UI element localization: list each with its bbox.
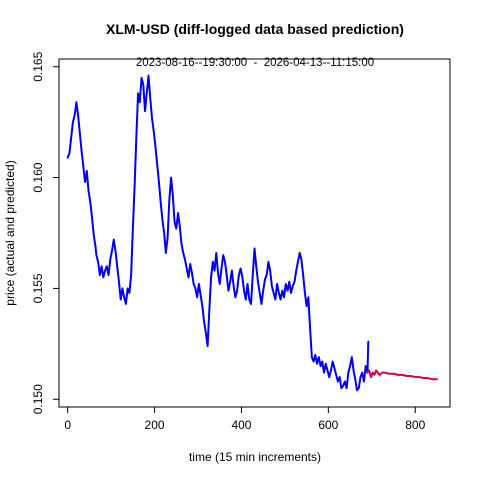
chart-subtitle: 2023-08-16--19:30:00 - 2026-04-13--11:15…	[136, 57, 374, 69]
predicted-series-line	[366, 369, 438, 381]
chart-title: XLM-USD (diff-logged data based predicti…	[106, 21, 404, 37]
x-tick-label: 800	[405, 418, 425, 432]
x-axis-label: time (15 min increments)	[189, 450, 321, 464]
x-tick-label: 0	[64, 418, 71, 432]
x-axis: 0 200 400 600 800	[64, 406, 426, 432]
series-layer	[66, 74, 438, 392]
y-tick-label: 0.155	[31, 273, 45, 303]
y-axis: 0.150 0.155 0.160 0.165	[31, 51, 60, 414]
y-tick-label: 0.150	[31, 384, 45, 414]
x-tick-label: 600	[318, 418, 338, 432]
actual-series-line	[66, 74, 370, 392]
x-tick-label: 200	[145, 418, 165, 432]
y-tick-label: 0.165	[31, 51, 45, 81]
y-tick-label: 0.160	[31, 162, 45, 192]
y-axis-label: price (actual and predicted)	[3, 160, 17, 305]
plot-frame	[58, 58, 451, 408]
x-tick-label: 400	[231, 418, 251, 432]
